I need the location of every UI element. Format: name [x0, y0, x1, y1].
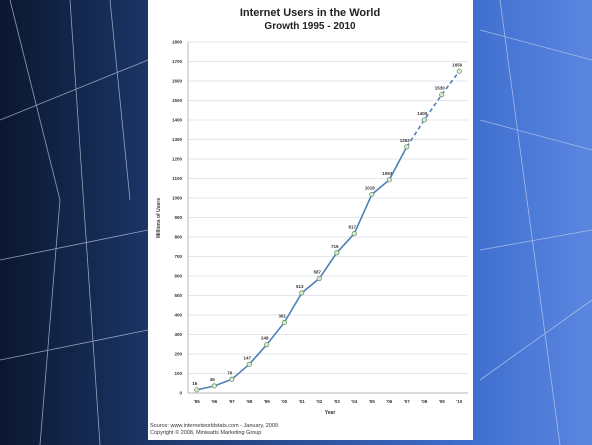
data-point	[369, 191, 375, 198]
x-tick-label: '05	[369, 399, 376, 404]
y-tick-label: 400	[174, 313, 182, 318]
x-tick-label: '03	[334, 399, 341, 404]
y-tick-label: 1000	[172, 196, 183, 201]
data-label: 16	[192, 381, 198, 386]
y-tick-label: 0	[179, 391, 182, 396]
data-label: 817	[348, 225, 356, 230]
y-tick-label: 900	[174, 215, 182, 220]
data-label: 513	[296, 284, 304, 289]
data-point	[456, 68, 462, 74]
data-label: 36	[210, 377, 216, 382]
data-label: 1530	[435, 86, 446, 91]
chart-title: Internet Users in the World	[240, 7, 380, 19]
x-tick-label: '02	[316, 399, 323, 404]
chart-panel	[148, 0, 473, 440]
y-tick-label: 1700	[172, 59, 183, 64]
data-label: 719	[331, 244, 339, 249]
data-point	[404, 144, 410, 150]
y-tick-label: 200	[174, 352, 182, 357]
data-point	[281, 320, 287, 326]
data-point	[211, 383, 217, 389]
source-note: Source: www.internetworldstats.com - Jan…	[150, 423, 278, 429]
data-label: 1400	[417, 111, 428, 116]
data-label: 248	[261, 336, 269, 341]
y-tick-label: 1800	[172, 40, 183, 45]
data-label: 1018	[365, 185, 376, 190]
x-tick-label: '97	[229, 399, 236, 404]
y-tick-label: 1400	[172, 118, 183, 123]
y-axis-label: Millions of Users	[156, 198, 162, 238]
data-point	[246, 361, 252, 367]
x-tick-label: '98	[246, 399, 253, 404]
copyright-note: Copyright © 2008, Miniwatts Marketing Gr…	[150, 429, 261, 436]
data-label: 361	[278, 314, 286, 319]
data-point	[316, 275, 322, 282]
y-tick-label: 1600	[172, 79, 183, 84]
data-point	[439, 92, 445, 98]
y-tick-label: 1200	[172, 157, 183, 162]
y-tick-label: 800	[174, 235, 182, 240]
x-tick-label: '99	[264, 399, 271, 404]
x-tick-label: '00	[281, 399, 288, 404]
data-point	[264, 342, 270, 348]
data-point	[421, 117, 427, 123]
y-tick-label: 1300	[172, 137, 183, 142]
x-tick-label: '08	[421, 399, 428, 404]
data-label: 587	[313, 270, 321, 275]
data-label: 147	[243, 355, 251, 360]
data-label: 1650	[452, 62, 463, 67]
data-point	[194, 387, 200, 393]
x-axis-label: Year	[325, 410, 336, 416]
x-tick-label: '06	[386, 399, 393, 404]
data-label: 1093	[382, 171, 393, 176]
data-point	[299, 290, 305, 296]
data-point	[386, 177, 392, 183]
chart-subtitle: Growth 1995 - 2010	[264, 21, 356, 32]
y-tick-label: 500	[174, 293, 182, 298]
data-label: 1262	[400, 138, 411, 143]
y-tick-label: 300	[174, 332, 182, 337]
x-tick-label: '09	[439, 399, 446, 404]
x-tick-label: '07	[404, 399, 411, 404]
y-tick-label: 1500	[172, 98, 183, 103]
y-tick-label: 100	[174, 371, 182, 376]
y-tick-label: 600	[174, 274, 182, 279]
data-point	[334, 250, 340, 256]
x-tick-label: '10	[456, 399, 463, 404]
x-tick-label: '04	[351, 399, 358, 404]
y-tick-label: 700	[174, 254, 182, 259]
x-tick-label: '96	[211, 399, 218, 404]
y-tick-label: 1100	[172, 176, 182, 181]
data-label: 70	[227, 370, 233, 375]
projection-line	[406, 70, 460, 148]
data-point	[229, 376, 235, 382]
x-tick-label: '95	[194, 399, 201, 404]
data-point	[351, 231, 357, 237]
x-tick-label: '01	[299, 399, 306, 404]
